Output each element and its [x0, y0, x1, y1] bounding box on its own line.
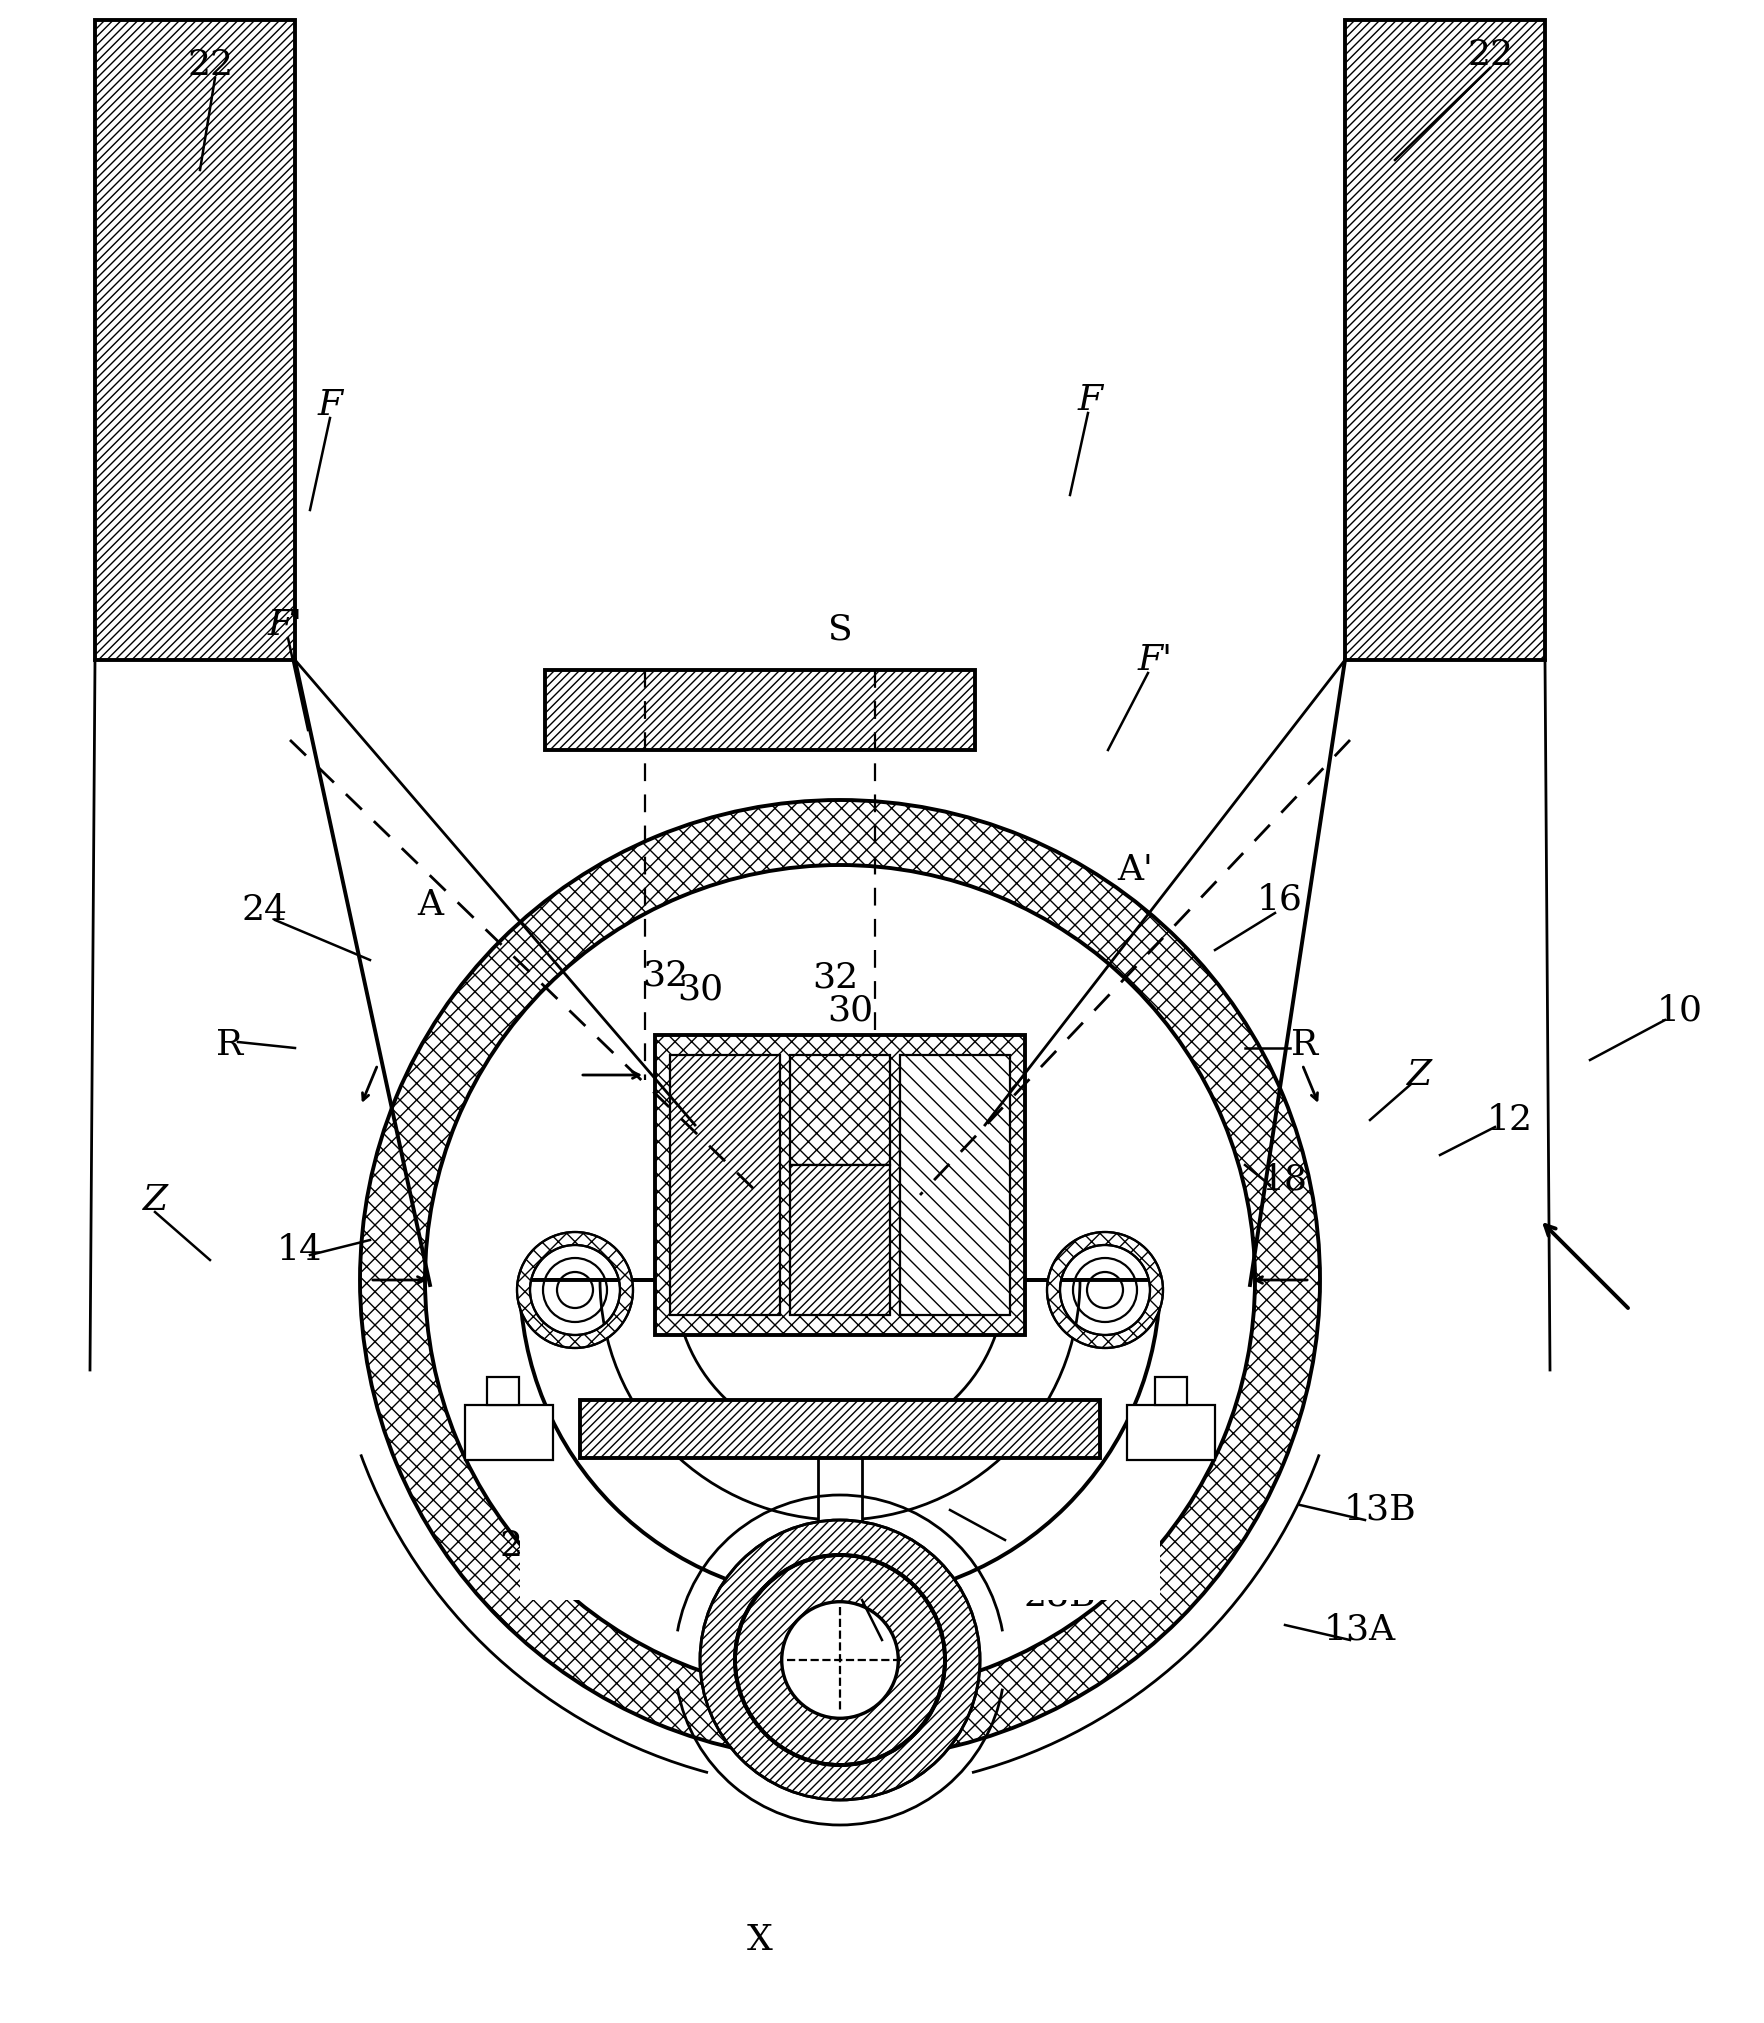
Text: 20: 20	[977, 1513, 1023, 1548]
Text: R: R	[1291, 1028, 1319, 1062]
Text: F': F'	[1138, 643, 1173, 678]
Bar	[520, 1281, 1161, 1600]
Text: R: R	[217, 1028, 243, 1062]
Wedge shape	[520, 1281, 1161, 1600]
Text: S: S	[827, 613, 852, 647]
Text: 21: 21	[852, 1612, 898, 1647]
Text: 24: 24	[242, 892, 288, 927]
Bar	[790, 1165, 891, 1315]
Bar	[487, 1378, 519, 1406]
Text: 16: 16	[1258, 882, 1304, 916]
Text: 10: 10	[1656, 993, 1702, 1028]
Circle shape	[781, 1602, 898, 1718]
Text: A: A	[416, 888, 443, 922]
Text: 30: 30	[827, 993, 873, 1028]
Text: 32: 32	[811, 961, 857, 995]
Wedge shape	[1048, 1232, 1162, 1347]
Text: 14: 14	[277, 1232, 323, 1266]
Bar	[654, 1036, 1025, 1335]
Text: 26: 26	[582, 1564, 628, 1596]
Wedge shape	[517, 1232, 633, 1347]
Wedge shape	[700, 1519, 981, 1800]
Text: 28A: 28A	[499, 1527, 572, 1562]
Bar	[790, 1056, 891, 1165]
Text: 13B: 13B	[1344, 1493, 1416, 1527]
Text: F: F	[318, 388, 342, 423]
Bar	[466, 1406, 552, 1461]
Bar	[545, 670, 975, 751]
Text: 32: 32	[642, 959, 688, 991]
Bar	[1155, 1378, 1187, 1406]
Text: 12: 12	[1487, 1103, 1533, 1137]
Text: 30: 30	[677, 973, 723, 1007]
Wedge shape	[736, 1556, 946, 1764]
Text: Z: Z	[1408, 1058, 1432, 1092]
Text: B: B	[517, 1398, 543, 1432]
Text: X: X	[748, 1924, 773, 1956]
Text: 18: 18	[1261, 1163, 1307, 1198]
Bar	[95, 20, 295, 659]
Text: F': F'	[268, 609, 302, 641]
Text: 22: 22	[187, 49, 233, 83]
Text: F: F	[1078, 382, 1102, 417]
Bar	[670, 1056, 780, 1315]
Bar	[818, 1459, 863, 1519]
Text: 22: 22	[1468, 38, 1514, 73]
Bar	[900, 1056, 1011, 1315]
Text: 13A: 13A	[1325, 1612, 1395, 1647]
Text: A': A'	[1117, 854, 1154, 886]
Text: B: B	[983, 1398, 1009, 1432]
Bar	[1344, 20, 1545, 659]
Text: 28B: 28B	[1023, 1578, 1095, 1612]
Bar	[1127, 1406, 1215, 1461]
Wedge shape	[360, 799, 1319, 1760]
Bar	[580, 1400, 1101, 1459]
Text: Z: Z	[143, 1183, 168, 1218]
